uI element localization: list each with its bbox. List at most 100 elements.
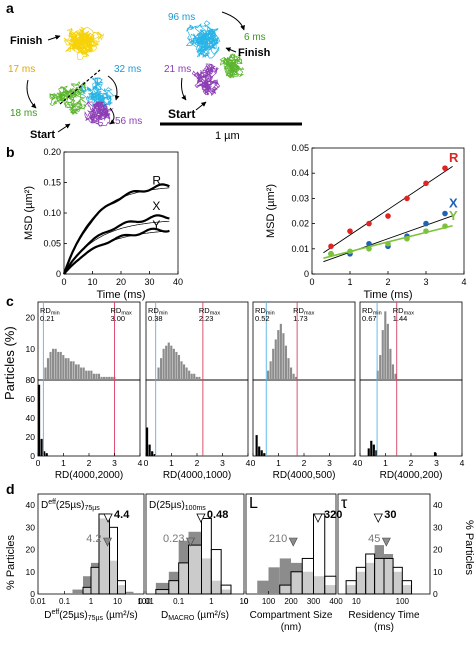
x-tick-label: 10 [87,277,97,287]
hist-bar [391,364,395,380]
x-tick-label: 0 [144,458,149,468]
white-marker [196,513,206,523]
time-21ms: 21 ms [164,64,191,75]
title-rest: (25µs) [156,500,185,511]
x-axis-label: Time (ms) [363,289,412,301]
white-bar [301,557,314,595]
y-tick-label: 0.05 [43,239,61,249]
y-tick-label: 10 [433,567,443,577]
hist-bar [292,373,295,380]
y-tick-label: 10 [26,344,36,354]
gray-annotation: 0.23 [163,533,184,545]
chart-title: D(25µs)100ms [149,500,206,512]
rdmax-sub: max [210,311,221,317]
hist-bar [72,361,75,380]
y-tick-label: 0.05 [291,143,309,153]
white-bar [188,544,202,595]
msd-fit [63,230,170,275]
white-bar [98,513,111,595]
hist-bar [394,373,397,380]
hist-bar [69,361,73,380]
hist-bar [198,376,201,380]
hist-bar [389,348,392,380]
hist-bar [279,323,282,380]
data-point [423,220,429,227]
arc-arrow-right-2 [181,77,187,101]
rdmax-sub: max [404,311,415,317]
rdmin-value: 0.52 [255,314,270,323]
x-tick-label: 4 [138,458,143,468]
hist-bottom-frame [145,379,249,457]
hist-bar [258,446,261,456]
rdmin-sub: min [373,311,382,317]
arc-arrow-left-3 [109,107,116,125]
x-tick-label: 100 [137,597,151,606]
x-tick-label: 3 [112,458,117,468]
x-tick-label: 4 [246,458,251,468]
rdmax-label: RDmax [111,306,132,317]
y-tick-label: 30 [433,522,443,532]
finish-label-left: Finish [10,35,43,47]
hist-bar [188,370,191,380]
x-tick-label: 2 [385,277,390,287]
hist-bar [148,444,151,456]
hist-bar [87,370,90,380]
x-tick-label: 200 [284,597,298,606]
x-tick-label: 4 [353,458,358,468]
start-label-left: Start [30,129,55,141]
x-tick-label: 0.1 [173,597,185,606]
data-point [423,180,429,187]
x-axis-label: DMACRO (µm²/s) [161,610,229,622]
x-tick-label: 400 [329,597,343,606]
hist-bar [269,361,272,380]
rdmin-sub: min [266,311,275,317]
panel-c-label: c [6,293,14,309]
gray-bar [257,580,269,594]
x-tick-label: 20 [116,277,126,287]
data-point [366,220,372,227]
x-axis-label: Deff(25µs)75µs (µm²/s) [44,609,137,622]
hist-bar [62,355,65,380]
white-bar [220,584,232,595]
gray-marker [103,537,113,547]
hist-bar [255,435,258,456]
gray-bar [268,567,280,594]
title-sub: 75µs [84,505,100,512]
hist-bar [44,367,47,380]
hist-bar [95,373,98,380]
chart-title: L [249,495,258,512]
x-tick-label: 2 [195,458,200,468]
hist-bar [67,358,70,380]
data-point [347,248,353,255]
x-tick-label: 1 [276,458,281,468]
x-tick-label: 3 [327,458,332,468]
white-bar [313,513,326,595]
hist-bar [384,311,387,380]
hist-bar [167,342,170,380]
curve-label: R [152,173,161,187]
time-32ms: 32 ms [114,64,141,75]
x-tick-label: 4 [461,277,466,287]
y-tick-label: 40 [26,413,36,423]
curve-label: Y [152,218,160,232]
white-bar [383,557,394,595]
hist-bar [46,358,50,380]
y-tick-label: 0 [30,375,35,385]
trajectory-green [49,81,87,115]
y-tick-label: 20 [26,313,36,323]
white-bar [155,589,170,595]
hist-bar [165,345,168,380]
data-point [404,235,410,242]
hist-bar [295,376,298,380]
x-tick-label: 1 [61,458,66,468]
msd-curve [62,183,170,275]
y-axis-label: MSD (µm²) [265,184,277,238]
white-annotation: 0.48 [207,509,228,521]
hist-bar [381,330,384,380]
gray-marker [185,537,195,547]
hist-bar [146,427,149,456]
rdmax-value: 3.00 [111,314,126,323]
xlabel-unit: (µm²/s) [103,610,138,621]
gray-annotation: 45 [368,533,380,545]
rdmax-sub: max [121,311,132,317]
